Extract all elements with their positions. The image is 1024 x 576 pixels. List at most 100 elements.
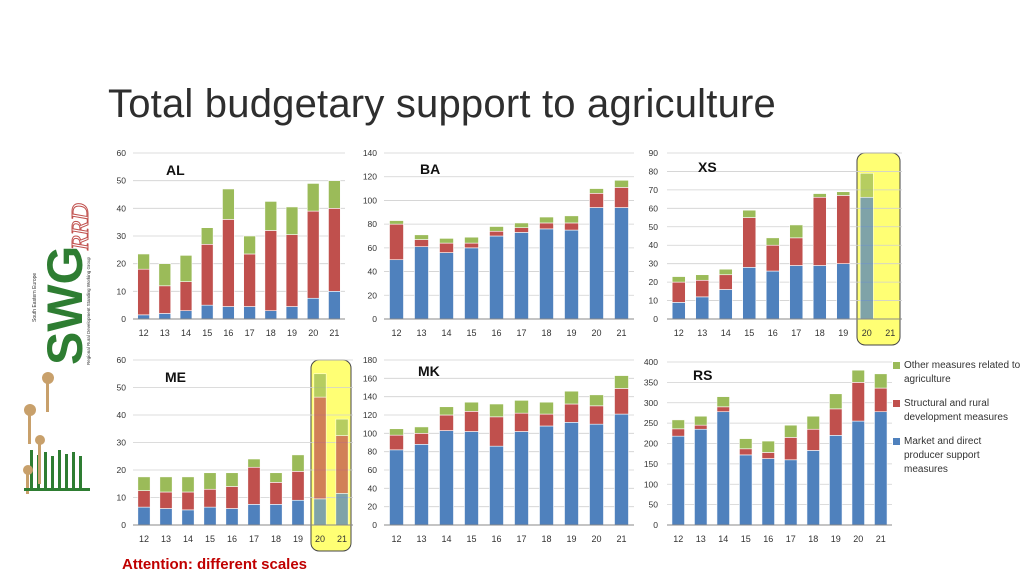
bar-mk-structural-14 bbox=[439, 414, 454, 431]
bar-mk-structural-12 bbox=[389, 434, 404, 451]
bar-xs-market-18 bbox=[812, 265, 827, 320]
chart-title-me: ME bbox=[165, 369, 186, 385]
bar-ba-other-18 bbox=[539, 216, 554, 224]
chart-legend: Other measures related to agriculture St… bbox=[893, 359, 1021, 487]
x-tick-label: 21 bbox=[616, 328, 626, 338]
bar-ba-structural-18 bbox=[539, 222, 554, 230]
y-tick-label: 60 bbox=[117, 148, 127, 158]
x-tick-label: 15 bbox=[466, 328, 476, 338]
x-tick-label: 12 bbox=[674, 328, 684, 338]
bar-xs-other-12 bbox=[671, 276, 686, 283]
x-tick-label: 17 bbox=[516, 328, 526, 338]
x-tick-label: 16 bbox=[491, 534, 501, 544]
y-tick-label: 10 bbox=[117, 286, 127, 296]
bar-rs-structural-20 bbox=[851, 382, 865, 422]
bar-me-structural-15 bbox=[203, 488, 217, 508]
y-tick-label: 30 bbox=[117, 438, 127, 448]
x-tick-label: 17 bbox=[786, 534, 796, 544]
x-tick-label: 17 bbox=[516, 534, 526, 544]
bar-xs-market-15 bbox=[742, 267, 757, 320]
x-tick-label: 13 bbox=[416, 328, 426, 338]
x-tick-label: 18 bbox=[808, 534, 818, 544]
y-tick-label: 140 bbox=[363, 148, 377, 158]
bar-rs-other-13 bbox=[694, 415, 708, 426]
bar-al-other-20 bbox=[306, 183, 320, 212]
bar-rs-market-16 bbox=[761, 458, 775, 526]
y-tick-label: 40 bbox=[117, 410, 127, 420]
bar-ba-structural-12 bbox=[389, 223, 404, 261]
bar-rs-structural-21 bbox=[874, 387, 888, 413]
bar-al-other-15 bbox=[200, 227, 214, 245]
x-tick-label: 14 bbox=[441, 534, 451, 544]
bar-rs-market-15 bbox=[739, 454, 753, 526]
bar-al-other-18 bbox=[264, 201, 278, 231]
swg-rrd-logo: South Eastern Europe Regional Rural Deve… bbox=[10, 150, 105, 550]
bar-me-structural-16 bbox=[225, 486, 239, 509]
bar-xs-structural-16 bbox=[765, 244, 780, 272]
bar-ba-market-20 bbox=[589, 207, 604, 320]
y-tick-label: 80 bbox=[368, 219, 378, 229]
legend-label-market: Market and direct producer support measu… bbox=[904, 436, 982, 475]
x-tick-label: 12 bbox=[391, 328, 401, 338]
x-tick-label: 13 bbox=[161, 534, 171, 544]
chart-title-rs: RS bbox=[693, 367, 712, 383]
bar-me-structural-21 bbox=[335, 435, 349, 494]
y-tick-label: 60 bbox=[368, 243, 378, 253]
y-tick-label: 200 bbox=[644, 439, 658, 449]
bar-al-market-13 bbox=[158, 313, 172, 320]
slide-title: Total budgetary support to agriculture bbox=[108, 82, 776, 126]
y-tick-label: 80 bbox=[649, 166, 659, 176]
bar-mk-market-17 bbox=[514, 431, 529, 526]
bar-mk-other-17 bbox=[514, 400, 529, 414]
bar-me-market-14 bbox=[181, 509, 195, 526]
legend-swatch-structural bbox=[893, 400, 900, 407]
bar-me-other-15 bbox=[203, 472, 217, 490]
bar-mk-other-20 bbox=[589, 394, 604, 407]
bar-rs-other-16 bbox=[761, 440, 775, 453]
x-tick-label: 19 bbox=[566, 328, 576, 338]
x-tick-label: 13 bbox=[696, 534, 706, 544]
bar-me-structural-18 bbox=[269, 482, 283, 505]
bar-mk-market-13 bbox=[414, 444, 429, 526]
y-tick-label: 300 bbox=[644, 398, 658, 408]
x-tick-label: 15 bbox=[202, 328, 212, 338]
bar-al-structural-17 bbox=[243, 253, 256, 307]
bar-me-other-13 bbox=[159, 476, 173, 493]
x-tick-label: 19 bbox=[287, 328, 297, 338]
bar-me-market-13 bbox=[159, 508, 173, 526]
bar-al-structural-20 bbox=[306, 210, 320, 299]
chart-title-mk: MK bbox=[418, 363, 440, 379]
bar-al-structural-18 bbox=[264, 230, 278, 311]
y-tick-label: 250 bbox=[644, 418, 658, 428]
bar-rs-structural-13 bbox=[694, 424, 708, 430]
bar-al-structural-19 bbox=[285, 234, 299, 307]
bar-rs-structural-18 bbox=[806, 428, 820, 451]
bar-me-market-15 bbox=[203, 506, 217, 526]
bar-me-market-18 bbox=[269, 504, 283, 526]
y-tick-label: 70 bbox=[649, 185, 659, 195]
bar-al-other-16 bbox=[222, 188, 235, 220]
bar-mk-market-21 bbox=[614, 413, 629, 526]
x-tick-label: 18 bbox=[266, 328, 276, 338]
bar-mk-structural-21 bbox=[614, 388, 629, 415]
x-tick-label: 20 bbox=[308, 328, 318, 338]
y-tick-label: 140 bbox=[363, 392, 377, 402]
x-tick-label: 20 bbox=[862, 328, 872, 338]
bar-mk-other-14 bbox=[439, 406, 454, 416]
bar-xs-market-14 bbox=[718, 289, 733, 320]
y-tick-label: 0 bbox=[372, 314, 377, 324]
y-tick-label: 400 bbox=[644, 357, 658, 367]
logo-rrd-script: RRD bbox=[68, 203, 94, 251]
bar-al-market-15 bbox=[200, 304, 214, 320]
bar-mk-structural-17 bbox=[514, 412, 529, 432]
bar-rs-other-20 bbox=[851, 369, 865, 383]
y-tick-label: 150 bbox=[644, 459, 658, 469]
y-tick-label: 100 bbox=[363, 195, 377, 205]
bar-xs-structural-12 bbox=[671, 281, 686, 303]
bar-rs-market-17 bbox=[784, 459, 798, 526]
bar-me-structural-13 bbox=[159, 491, 173, 509]
bar-ba-other-14 bbox=[439, 238, 454, 244]
bar-mk-market-15 bbox=[464, 431, 479, 526]
bar-xs-market-12 bbox=[671, 302, 686, 320]
